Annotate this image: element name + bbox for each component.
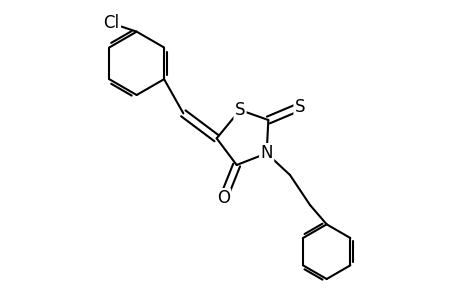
Text: O: O bbox=[216, 189, 230, 207]
Text: N: N bbox=[260, 144, 272, 162]
Text: S: S bbox=[294, 98, 305, 116]
Text: S: S bbox=[234, 101, 245, 119]
Text: Cl: Cl bbox=[103, 14, 119, 32]
